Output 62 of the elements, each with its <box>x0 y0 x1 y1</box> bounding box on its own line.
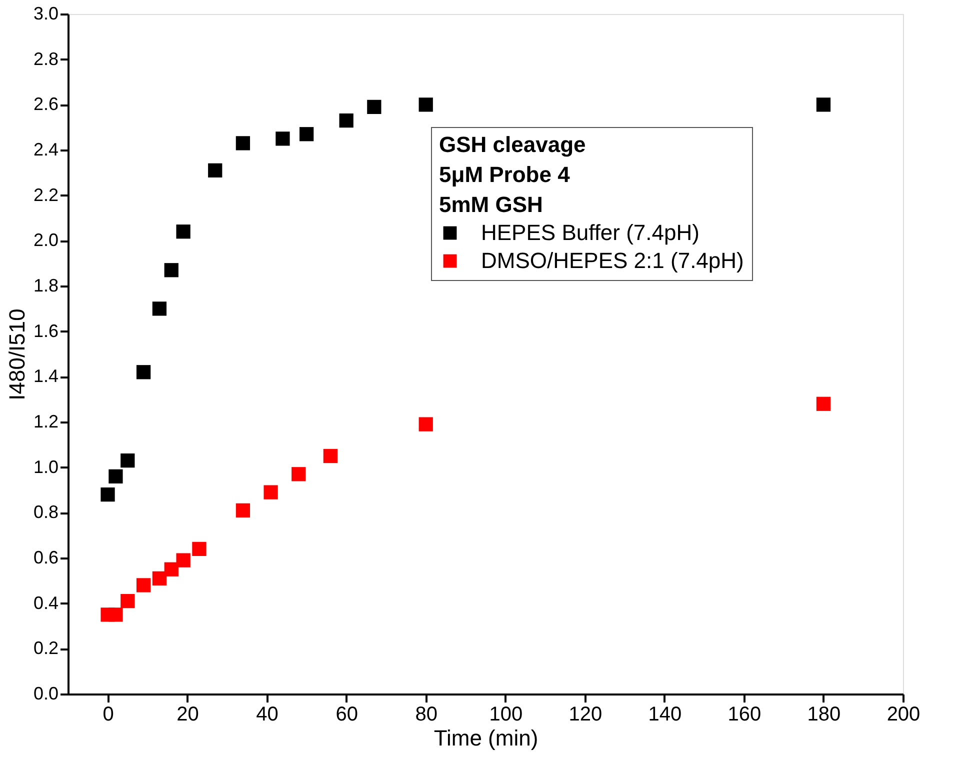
x-tick-label: 120 <box>568 704 602 726</box>
point <box>300 127 314 142</box>
point <box>208 163 222 178</box>
annotation: 5μM Probe 4 <box>439 162 571 187</box>
point <box>120 453 135 468</box>
legend-label: DMSO/HEPES 2:1 (7.4pH) <box>481 248 744 273</box>
point <box>816 98 831 112</box>
point <box>100 487 115 502</box>
point <box>236 136 250 150</box>
point <box>164 562 178 576</box>
x-tick-label: 200 <box>886 704 920 726</box>
point <box>816 396 831 411</box>
y-tick-label: 1.8 <box>33 276 58 296</box>
y-tick-label: 1.2 <box>33 412 58 432</box>
y-tick-label: 0.4 <box>33 592 58 613</box>
point <box>418 98 433 112</box>
y-tick-label: 2.8 <box>33 48 58 69</box>
point <box>367 100 382 114</box>
point <box>176 553 190 568</box>
y-tick-label: 0.6 <box>33 548 58 568</box>
point <box>264 485 278 500</box>
point <box>152 571 167 586</box>
x-tick-label: 0 <box>102 704 114 726</box>
y-tick-label: 0.0 <box>33 684 58 704</box>
y-axis-title: I480/I510 <box>4 308 30 400</box>
x-tick-label: 100 <box>489 704 523 726</box>
point <box>192 542 206 556</box>
x-tick-label: 160 <box>728 704 762 726</box>
point <box>108 469 123 484</box>
point <box>120 594 135 608</box>
y-tick-label: 2.6 <box>33 94 58 114</box>
x-tick-label: 180 <box>807 704 841 726</box>
point <box>108 608 123 622</box>
x-tick-label: 60 <box>336 704 358 726</box>
y-tick-label: 2.2 <box>33 184 58 205</box>
y-tick-label: 1.0 <box>33 456 58 477</box>
y-tick-label: 0.8 <box>33 502 58 522</box>
point <box>164 263 178 278</box>
y-tick-label: 2.0 <box>33 230 58 250</box>
point <box>276 132 290 146</box>
point <box>176 224 190 239</box>
x-tick-label: 80 <box>415 704 438 726</box>
point <box>152 302 167 316</box>
point <box>292 467 306 482</box>
point <box>136 365 151 380</box>
x-tick-label: 140 <box>648 704 682 726</box>
legend-label: HEPES Buffer (7.4pH) <box>481 220 700 245</box>
point <box>339 113 354 128</box>
x-tick-label: 40 <box>256 704 278 726</box>
x-tick-label: 20 <box>176 704 199 726</box>
y-tick-label: 1.6 <box>33 320 58 341</box>
y-tick-label: 1.4 <box>33 366 58 386</box>
point <box>418 417 433 432</box>
point <box>136 578 151 592</box>
annotation: 5mM GSH <box>439 192 543 217</box>
point <box>236 503 250 518</box>
y-tick-label: 2.4 <box>33 140 58 160</box>
point <box>323 448 338 464</box>
x-axis-title: Time (min) <box>434 726 538 750</box>
y-tick-label: 3.0 <box>33 4 58 24</box>
y-tick-label: 0.2 <box>33 638 58 658</box>
legend-title: GSH cleavage <box>439 132 586 157</box>
